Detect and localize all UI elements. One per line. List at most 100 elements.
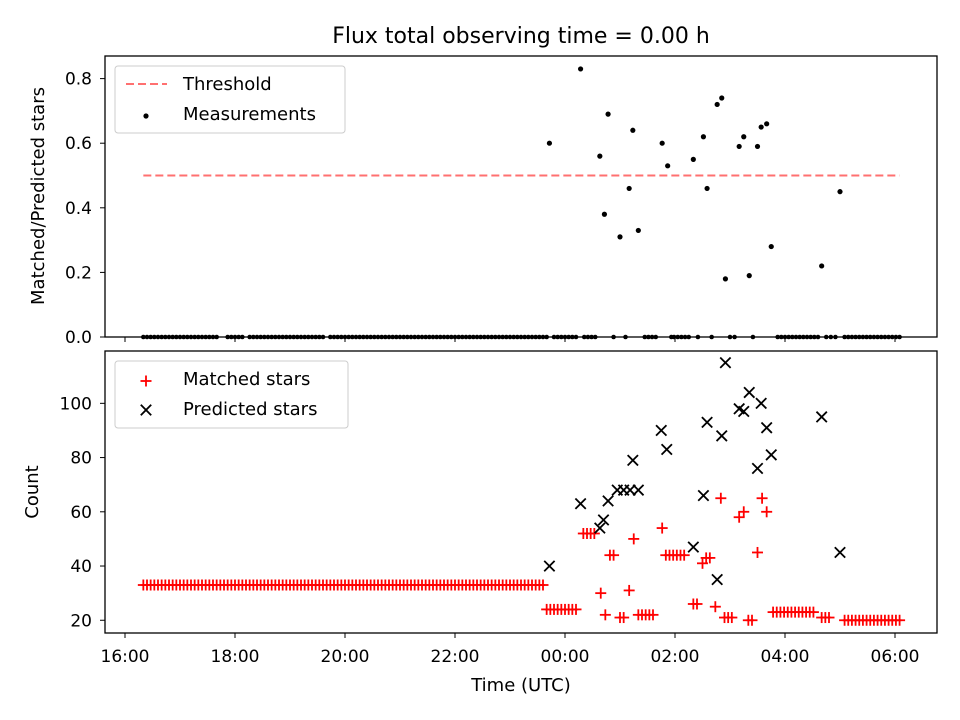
measurement-point [808, 334, 813, 340]
measurement-point [722, 276, 729, 282]
measurement-point [427, 334, 432, 340]
predicted-stars-point [743, 386, 756, 399]
measurement-point [559, 334, 564, 340]
predicted-stars-point [593, 522, 606, 534]
measurement-point [605, 111, 611, 117]
bottom-x-tick-label: 00:00 [541, 647, 590, 667]
measurement-point [416, 334, 421, 340]
predicted-stars-points [543, 356, 846, 586]
bottom-x-tick-label: 06:00 [871, 647, 920, 667]
matched-stars-point [588, 527, 600, 539]
measurement-point [573, 334, 579, 340]
measurement-point [601, 211, 608, 217]
predicted-stars-point [719, 356, 732, 369]
bottom-y-tick-label: 40 [70, 557, 92, 577]
measurement-point [897, 334, 902, 340]
measurement-point [430, 334, 436, 340]
matched-stars-point [628, 533, 640, 545]
measurement-point [507, 334, 513, 340]
measurement-point [671, 334, 677, 340]
predicted-stars-point [660, 443, 673, 456]
legend-measurements-label: Measurements [183, 104, 316, 125]
measurement-point [368, 334, 373, 340]
measurement-point [504, 334, 509, 340]
measurement-point [163, 334, 168, 340]
measurement-point [719, 95, 725, 101]
measurement-point [889, 334, 895, 340]
measurement-point [482, 334, 487, 340]
bottom-y-tick-label: 80 [70, 449, 92, 469]
bottom-y-tick-label: 100 [60, 394, 92, 414]
measurement-point [754, 143, 761, 150]
predicted-stars-point [834, 546, 846, 559]
bottom-legend: Matched stars Predicted stars [114, 360, 349, 429]
measurement-point [522, 334, 527, 340]
bottom-y-tick-label: 20 [70, 611, 92, 631]
measurement-point [452, 334, 458, 340]
matched-stars-point [618, 612, 630, 624]
measurement-point [871, 334, 877, 340]
measurement-point [254, 334, 260, 340]
measurement-point [864, 334, 869, 340]
measurement-point [408, 334, 414, 340]
measurement-point [533, 334, 538, 340]
legend-matched-stars-label: Matched stars [183, 369, 310, 390]
measurement-point [203, 334, 208, 340]
top-y-axis: 0.0 0.2 0.4 0.6 0.8 [65, 70, 105, 348]
measurement-point [815, 334, 821, 340]
measurement-point [265, 334, 271, 340]
measurement-point [867, 334, 873, 340]
measurement-point [280, 334, 285, 340]
predicted-stars-point [602, 495, 614, 507]
measurement-point [819, 263, 825, 269]
measurement-point [353, 334, 359, 340]
top-y-tick-label: 0.0 [65, 328, 92, 348]
measurement-point [273, 334, 278, 340]
measurement-point [626, 185, 632, 192]
measurement-point [317, 334, 322, 340]
legend-matched-stars-swatch [140, 375, 152, 387]
measurement-point [295, 334, 300, 340]
measurement-point [456, 334, 461, 340]
measurement-point [529, 334, 535, 340]
measurement-point [335, 334, 340, 340]
measurement-point [797, 334, 802, 340]
measurement-point [779, 334, 784, 340]
measurement-point [493, 334, 498, 340]
measurement-point [714, 101, 720, 108]
measurement-point [853, 334, 858, 340]
measurement-point [500, 334, 505, 340]
measurement-zero-points [141, 334, 902, 340]
measurement-point [782, 334, 788, 340]
matched-stars-point [746, 614, 758, 626]
measurement-point [405, 334, 410, 340]
measurement-point [379, 334, 384, 340]
matched-stars-point [537, 579, 549, 591]
measurement-point [166, 334, 172, 340]
measurement-point [174, 334, 179, 340]
measurement-point [665, 163, 671, 169]
measurement-point [860, 334, 866, 340]
predicted-stars-point [765, 449, 778, 461]
predicted-stars-point [597, 514, 610, 526]
measurement-point [383, 334, 388, 340]
measurement-point [170, 334, 175, 340]
measurement-point [768, 243, 774, 250]
measurement-point [704, 185, 710, 192]
measurement-point [313, 334, 318, 340]
measurement-point [269, 334, 274, 340]
bottom-y-axis-label: Count [22, 465, 43, 518]
bottom-y-tick-label: 60 [70, 503, 92, 523]
measurement-point [467, 334, 472, 340]
predicted-stars-point [815, 411, 828, 423]
predicted-stars-point [687, 541, 700, 553]
measurement-point [247, 334, 252, 340]
measurement-point [709, 334, 714, 340]
measurement-point [342, 334, 348, 340]
measurement-point [144, 334, 150, 340]
measurement-point [291, 334, 296, 340]
measurement-point [893, 334, 899, 340]
measurement-point [577, 66, 584, 72]
measurement-point [736, 143, 742, 150]
